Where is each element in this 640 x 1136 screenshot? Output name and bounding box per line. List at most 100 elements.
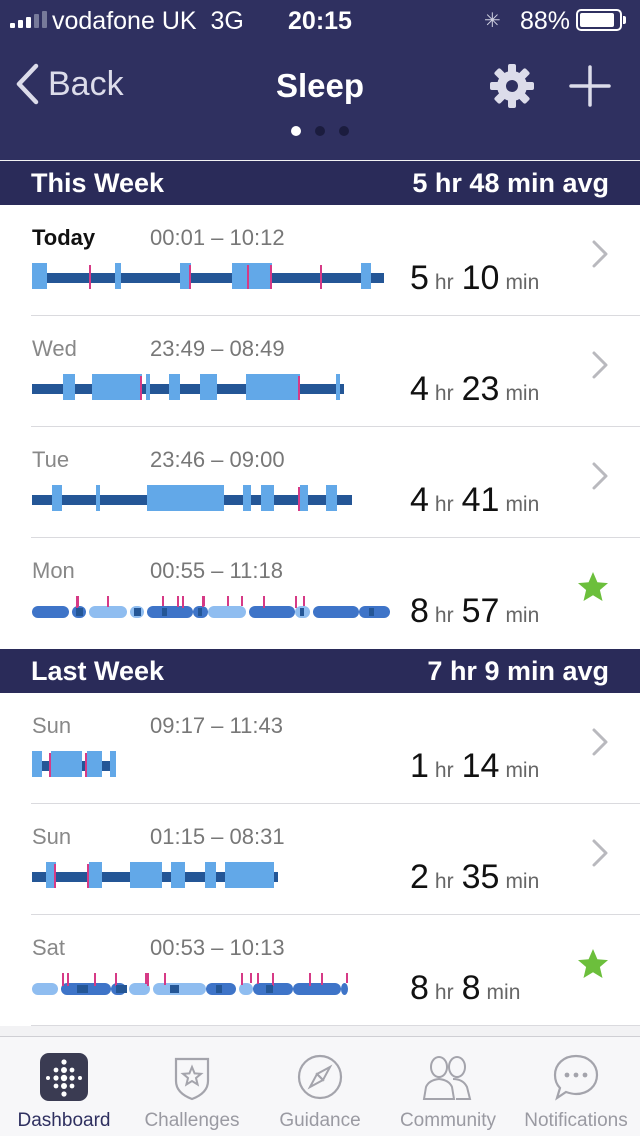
- section-title: This Week: [31, 168, 165, 198]
- sleep-segment: [102, 872, 114, 882]
- sleep-segment: [298, 376, 300, 400]
- sleep-segment: [293, 983, 341, 995]
- gear-icon[interactable]: [488, 62, 536, 110]
- sleep-segment: [150, 384, 169, 394]
- sleep-segment: [116, 985, 127, 993]
- sleep-segment: [142, 862, 148, 888]
- sleep-segment: [153, 983, 206, 995]
- activity-spinner-icon: ✳: [484, 10, 501, 32]
- entry-time-range: 23:49 – 08:49: [150, 336, 285, 361]
- tab-label: Dashboard: [17, 1110, 111, 1131]
- sleep-segment: [208, 606, 246, 618]
- sleep-segment: [106, 374, 113, 400]
- sleep-entry-row[interactable]: Mon 00:55 – 11:18 8 hr 57 min: [0, 538, 640, 649]
- tab-community[interactable]: Community: [384, 1037, 512, 1136]
- entry-duration: 8 hr 57 min: [410, 592, 540, 630]
- status-bar: vodafone UK 3G 20:15 ✳ 88%: [0, 0, 640, 40]
- back-button[interactable]: Back: [14, 63, 124, 105]
- sleep-segment: [162, 596, 164, 606]
- sleep-segment: [96, 485, 100, 511]
- entry-time-range: 23:46 – 09:00: [150, 447, 285, 472]
- sleep-segment: [224, 495, 243, 505]
- sleep-segment: [67, 973, 69, 986]
- sleep-segment: [32, 384, 54, 394]
- entry-day: Tue: [32, 447, 70, 472]
- sleep-segment: [32, 495, 52, 505]
- sleep-segment: [99, 273, 105, 283]
- sleep-segment: [51, 751, 59, 777]
- page-dot: [315, 126, 325, 136]
- chevron-right-icon: [592, 462, 608, 490]
- tab-challenges[interactable]: Challenges: [128, 1037, 256, 1136]
- sleep-segment: [337, 273, 361, 283]
- sleep-segment: [340, 384, 344, 394]
- sleep-segment: [68, 751, 82, 777]
- sleep-segment: [171, 862, 180, 888]
- sleep-entry-row[interactable]: Tue 23:46 – 09:00 4 hr 41 min: [0, 427, 640, 538]
- section-average: 5 hr 48 min avg: [412, 168, 609, 198]
- chevron-right-icon: [592, 351, 608, 379]
- tab-guidance[interactable]: Guidance: [256, 1037, 384, 1136]
- sleep-segment: [172, 485, 176, 511]
- sleep-segment: [115, 263, 121, 289]
- sleep-segment: [32, 751, 42, 777]
- sleep-entry-row[interactable]: Wed 23:49 – 08:49 4 hr 23 min: [0, 316, 640, 427]
- sleep-segment: [180, 862, 185, 888]
- sleep-segment: [180, 384, 185, 394]
- sleep-segment: [47, 273, 70, 283]
- sleep-segment: [142, 384, 146, 394]
- sleep-segment: [369, 608, 374, 616]
- chevron-left-icon: [16, 63, 39, 105]
- sleep-segment: [127, 495, 147, 505]
- sleep-segment: [100, 495, 116, 505]
- sleep-segment: [63, 374, 69, 400]
- sleep-segment: [263, 596, 265, 608]
- sleep-segment: [267, 374, 272, 400]
- sleep-segment: [216, 872, 225, 882]
- sleep-segment: [102, 761, 110, 771]
- sleep-entry-row[interactable]: Sun 09:17 – 11:43 1 hr 14 min: [0, 693, 640, 804]
- sleep-segment: [62, 973, 64, 986]
- sleep-entry-row[interactable]: Sun 01:15 – 08:31 2 hr 35 min: [0, 804, 640, 915]
- sleep-segment: [69, 374, 75, 400]
- sleep-segment: [85, 273, 91, 283]
- entry-duration: 1 hr 14 min: [410, 747, 540, 785]
- page-title: Sleep: [275, 67, 365, 104]
- tab-notifications[interactable]: Notifications: [512, 1037, 640, 1136]
- add-icon[interactable]: [568, 64, 612, 108]
- entry-day: Mon: [32, 558, 75, 583]
- sleep-segment: [217, 384, 235, 394]
- sleep-segment: [257, 862, 263, 888]
- sleep-segment: [243, 485, 251, 511]
- sleep-segment: [279, 374, 290, 400]
- sleep-segment: [359, 606, 390, 618]
- sleep-stage-bar: [32, 751, 116, 777]
- sleep-segment: [322, 273, 337, 283]
- sleep-segment: [299, 273, 322, 283]
- sleep-segment: [105, 273, 115, 283]
- entry-day: Sat: [32, 935, 66, 960]
- sleep-segment: [76, 608, 83, 616]
- entry-time-range: 00:53 – 10:13: [150, 935, 285, 960]
- entry-time-range: 00:55 – 11:18: [150, 558, 283, 583]
- battery-percent: 88%: [520, 7, 571, 35]
- sleep-segment: [158, 485, 172, 511]
- tab-label: Challenges: [144, 1110, 240, 1131]
- clock: 20:15: [288, 7, 352, 35]
- sleep-segment: [92, 374, 106, 400]
- sleep-segment: [205, 862, 216, 888]
- sleep-segment: [182, 596, 184, 608]
- sleep-segment: [361, 263, 371, 289]
- sleep-pattern-bar: [32, 973, 348, 995]
- sleep-segment: [82, 761, 87, 771]
- sleep-segment: [95, 751, 102, 777]
- sleep-segment: [77, 985, 88, 993]
- sleep-entry-row[interactable]: Sat 00:53 – 10:13 8 hr 8 min: [0, 915, 640, 1026]
- sleep-entry-row[interactable]: Today 00:01 – 10:12 5 hr 10 min: [0, 205, 640, 316]
- entry-day: Today: [32, 225, 96, 250]
- sleep-segment: [326, 485, 337, 511]
- tab-dashboard[interactable]: Dashboard: [0, 1037, 128, 1136]
- sleep-segment: [62, 495, 86, 505]
- sleep-segment: [321, 973, 323, 985]
- sleep-segment: [185, 872, 205, 882]
